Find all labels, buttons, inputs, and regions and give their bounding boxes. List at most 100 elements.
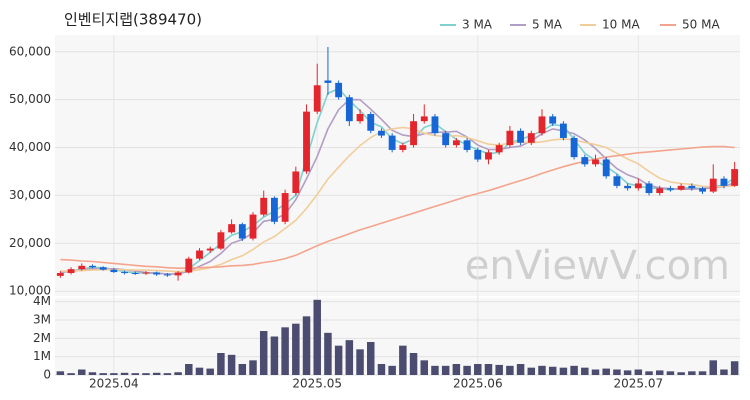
candle-body: [485, 152, 492, 160]
volume-bar: [677, 372, 685, 375]
volume-bar: [506, 365, 514, 375]
volume-bar: [452, 364, 461, 375]
candle-body: [303, 111, 310, 172]
volume-bar: [206, 368, 214, 375]
candle-body: [142, 272, 150, 274]
volume-bar: [463, 365, 471, 375]
candle-body: [431, 116, 439, 134]
volume-bar: [356, 349, 364, 375]
candle-body: [67, 269, 75, 274]
candle-body: [634, 183, 642, 189]
candle-body: [153, 272, 161, 275]
volume-bar: [538, 365, 546, 375]
volume-bar: [185, 364, 193, 375]
volume-bar: [302, 316, 311, 375]
ma-line: [60, 145, 735, 269]
candle-body: [292, 171, 300, 194]
y-tick-label: 2M: [33, 331, 51, 345]
y-tick-label: 0: [43, 368, 51, 382]
volume-bar: [495, 364, 503, 375]
chart-title: 인벤티지랩(389470): [64, 11, 202, 29]
candle-body: [656, 188, 664, 194]
legend-label: 10 MA: [602, 18, 640, 32]
volume-bar: [174, 372, 182, 375]
y-tick-label: 3M: [33, 313, 51, 327]
candle-body: [238, 224, 246, 239]
candle-body: [121, 272, 128, 274]
volume-bar: [227, 354, 236, 375]
candle-body: [356, 114, 364, 122]
volume-bar: [152, 372, 161, 375]
volume-bar: [655, 370, 664, 375]
volume-bar: [441, 365, 450, 375]
candle-body: [206, 248, 214, 251]
y-tick-label: 30,000: [9, 188, 51, 202]
x-tick-label: 2025.04: [89, 377, 139, 391]
volume-bar: [730, 361, 739, 375]
volume-bar: [623, 370, 632, 375]
volume-bar: [613, 369, 621, 375]
volume-bar: [366, 342, 375, 375]
volume-bar: [431, 365, 439, 375]
legend-label: 5 MA: [532, 18, 563, 32]
price-panel: [55, 35, 740, 296]
candle-body: [281, 193, 289, 222]
volume-bar: [484, 364, 493, 375]
x-tick-label: 2025.06: [453, 377, 503, 391]
candle-body: [731, 169, 739, 186]
volume-bar: [120, 372, 129, 375]
volume-bar: [195, 367, 204, 375]
volume-bar: [516, 364, 525, 375]
volume-bar: [698, 371, 707, 375]
candle-body: [538, 116, 546, 134]
y-tick-label: 20,000: [9, 236, 51, 250]
x-tick-label: 2025.07: [614, 377, 664, 391]
legend-label: 50 MA: [682, 18, 720, 32]
candle-body: [378, 130, 385, 136]
candle-body: [602, 159, 610, 177]
candle-body: [185, 258, 193, 273]
volume-bar: [377, 364, 386, 375]
volume-bar: [99, 373, 107, 375]
candle-body: [570, 137, 578, 158]
volume-bar: [420, 360, 429, 375]
volume-bar: [217, 353, 225, 375]
candle-body: [517, 130, 525, 143]
candle-body: [228, 224, 236, 233]
volume-bar: [688, 371, 696, 375]
volume-bar: [581, 367, 589, 375]
x-tick-label: 2025.05: [292, 377, 342, 391]
candle-body: [624, 185, 632, 189]
candle-body: [410, 121, 417, 146]
candle-body: [335, 82, 343, 98]
volume-bar: [634, 369, 643, 375]
candle-body: [452, 140, 460, 146]
candle-body: [196, 250, 203, 259]
candle-body: [345, 97, 353, 122]
candle-body: [367, 114, 375, 131]
candle-body: [645, 183, 653, 194]
candle-body: [709, 178, 717, 192]
volume-bar: [345, 340, 354, 375]
volume-bar: [67, 373, 75, 375]
candle-body: [99, 267, 107, 270]
candle-body: [549, 116, 557, 124]
y-tick-label: 60,000: [9, 44, 51, 58]
volume-bar: [399, 345, 407, 375]
candle-body: [667, 188, 674, 190]
volume-bar: [259, 331, 268, 375]
volume-bar: [313, 299, 321, 375]
candle-body: [495, 145, 503, 153]
candle-body: [131, 273, 139, 275]
candle-body: [699, 188, 706, 192]
volume-bar: [602, 368, 610, 375]
volume-bar: [249, 360, 257, 375]
candle-body: [249, 214, 257, 239]
candle-body: [270, 197, 278, 222]
candle-body: [581, 157, 589, 165]
candle-body: [89, 265, 96, 268]
candle-body: [592, 159, 599, 165]
y-tick-label: 1M: [33, 349, 51, 363]
candle-body: [313, 85, 321, 112]
